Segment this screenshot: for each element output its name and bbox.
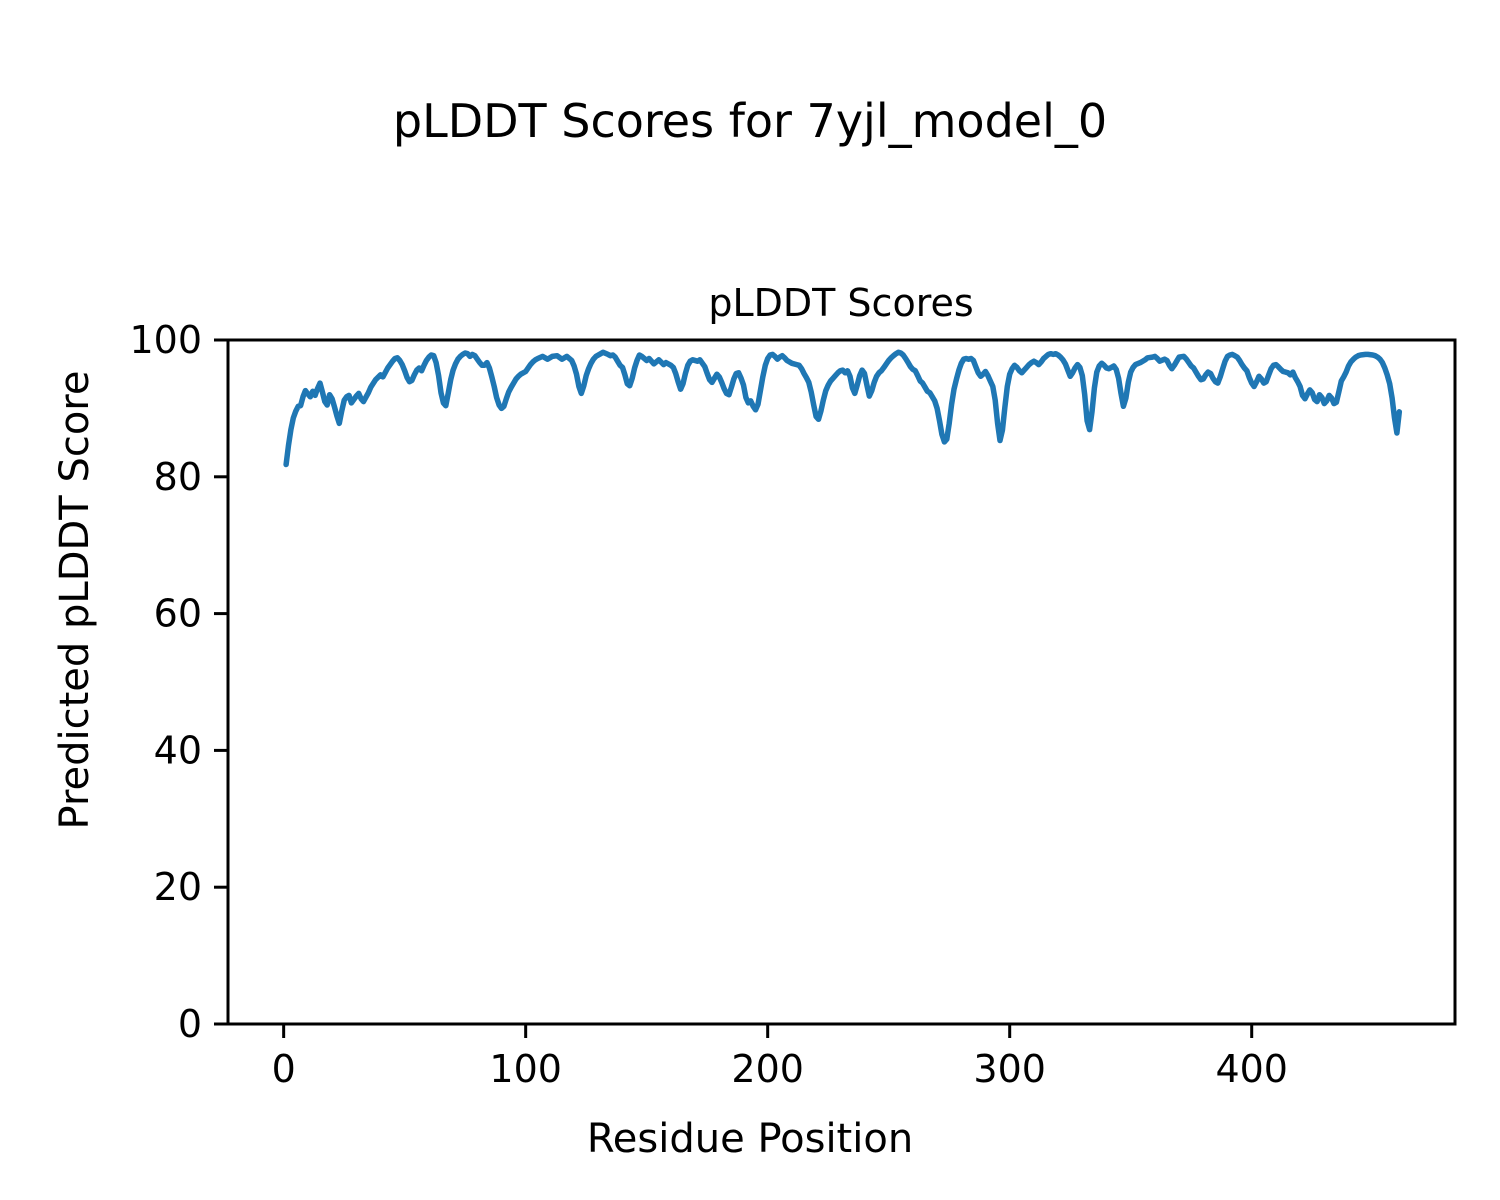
pldd-score-line <box>283 349 1403 468</box>
x-tick-label: 200 <box>731 1047 804 1091</box>
y-tick-label: 20 <box>154 865 202 909</box>
y-axis-label: Predicted pLDDT Score <box>52 371 98 830</box>
figure-title: pLDDT Scores for 7yjl_model_0 <box>393 94 1107 148</box>
x-axis-ticks: 0 100 200 300 400 <box>272 1024 1288 1091</box>
plot-area-border <box>226 338 1457 1026</box>
x-tick-label: 100 <box>489 1047 562 1091</box>
x-tick-label: 400 <box>1215 1047 1288 1091</box>
y-tick-label: 100 <box>129 318 202 362</box>
y-tick-label: 60 <box>154 592 202 636</box>
y-tick-label: 0 <box>178 1002 202 1046</box>
y-tick-label: 80 <box>154 455 202 499</box>
x-tick-label: 300 <box>973 1047 1046 1091</box>
axes-title: pLDDT Scores <box>708 281 973 325</box>
x-tick-label: 0 <box>272 1047 296 1091</box>
y-tick-label: 40 <box>154 728 202 772</box>
y-axis-ticks: 0 20 40 60 80 100 <box>129 318 228 1046</box>
x-axis-label: Residue Position <box>587 1116 913 1162</box>
